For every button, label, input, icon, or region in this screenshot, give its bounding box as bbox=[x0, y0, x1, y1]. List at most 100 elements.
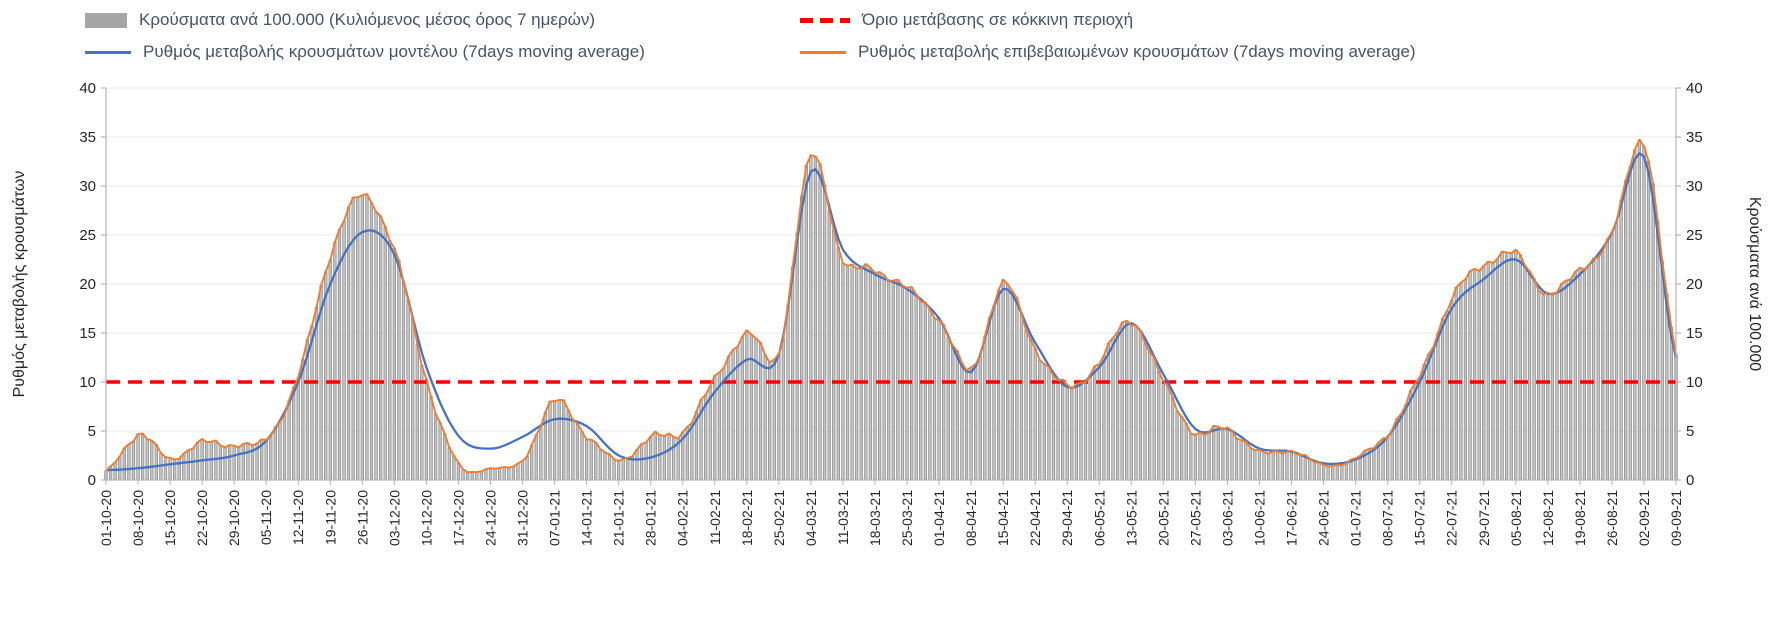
daily-case-bar bbox=[227, 444, 232, 481]
daily-case-bar bbox=[1152, 357, 1156, 481]
threshold-dash-swatch-icon bbox=[800, 17, 850, 23]
x-axis-tick-label: 12-08-21 bbox=[1540, 490, 1556, 546]
daily-case-bar bbox=[1578, 267, 1582, 481]
y-axis-right-tick-label: 0 bbox=[1686, 472, 1694, 489]
x-axis-tick-label: 31-12-20 bbox=[515, 490, 531, 546]
daily-case-bar bbox=[1202, 434, 1207, 481]
y-axis-right-tick-label: 35 bbox=[1686, 129, 1703, 146]
daily-case-bar bbox=[539, 426, 543, 481]
x-axis-tick-label: 06-05-21 bbox=[1091, 490, 1107, 546]
daily-case-bar bbox=[658, 434, 662, 481]
daily-case-bar bbox=[314, 306, 319, 481]
daily-case-bar bbox=[214, 440, 218, 481]
daily-case-bar bbox=[1138, 330, 1143, 481]
daily-case-bar bbox=[1225, 427, 1230, 481]
daily-case-bar bbox=[516, 462, 520, 481]
daily-case-bar bbox=[1331, 465, 1335, 481]
daily-case-bar bbox=[722, 367, 726, 481]
daily-case-bar bbox=[145, 438, 149, 481]
daily-case-bar bbox=[763, 354, 767, 481]
daily-case-bar bbox=[800, 195, 804, 481]
x-axis-tick-label: 03-06-21 bbox=[1219, 490, 1235, 546]
x-axis-tick-label: 18-02-21 bbox=[739, 490, 755, 546]
daily-case-bar bbox=[237, 447, 241, 481]
model-line-swatch-icon bbox=[85, 50, 131, 54]
x-axis-tick-label: 22-04-21 bbox=[1027, 490, 1043, 546]
daily-case-bar bbox=[1326, 466, 1330, 481]
daily-case-bar bbox=[1207, 432, 1211, 481]
daily-case-bar bbox=[1111, 337, 1115, 481]
daily-case-bar bbox=[1074, 383, 1079, 481]
daily-case-bar bbox=[1234, 438, 1239, 481]
daily-case-bar bbox=[278, 421, 282, 481]
legend-label-model-rate: Ρυθμός μεταβολής κρουσμάτων μοντέλου (7d… bbox=[143, 42, 645, 61]
confirmed-line-swatch-icon bbox=[800, 50, 846, 54]
daily-case-bar bbox=[937, 319, 941, 481]
y-axis-right-tick-label: 15 bbox=[1686, 325, 1703, 342]
daily-case-bar bbox=[447, 447, 451, 481]
daily-case-bar bbox=[168, 457, 172, 481]
x-axis-tick-label: 01-10-20 bbox=[98, 490, 114, 546]
daily-case-bar bbox=[1637, 139, 1642, 481]
daily-case-bar bbox=[575, 423, 580, 481]
daily-case-bar bbox=[1019, 312, 1024, 481]
daily-case-bar bbox=[1385, 437, 1390, 481]
y-axis-left-tick-label: 25 bbox=[79, 227, 96, 244]
daily-case-bar bbox=[1212, 425, 1216, 481]
daily-case-bar bbox=[571, 419, 575, 481]
daily-case-bar bbox=[1221, 429, 1225, 481]
daily-case-bar bbox=[1157, 370, 1161, 481]
daily-case-bar bbox=[292, 386, 296, 481]
legend-label-red-threshold: Όριο μετάβασης σε κόκκινη περιοχή bbox=[862, 10, 1134, 29]
daily-case-bar bbox=[502, 466, 506, 481]
daily-case-bar bbox=[488, 467, 493, 481]
daily-case-bar bbox=[859, 267, 863, 481]
daily-case-bar bbox=[1198, 432, 1202, 481]
x-axis-tick-label: 08-04-21 bbox=[963, 490, 979, 546]
daily-case-bar bbox=[511, 466, 516, 481]
x-axis-tick-label: 08-07-21 bbox=[1380, 490, 1396, 546]
x-axis-tick-label: 15-07-21 bbox=[1412, 490, 1428, 546]
x-axis-tick-label: 04-02-21 bbox=[675, 490, 691, 546]
daily-case-bar bbox=[1047, 366, 1051, 481]
daily-case-bar bbox=[1381, 437, 1385, 481]
daily-case-bar bbox=[182, 453, 186, 481]
daily-case-bar bbox=[1372, 447, 1376, 481]
daily-case-bar bbox=[1596, 257, 1600, 481]
daily-case-bar bbox=[1230, 430, 1234, 481]
daily-case-bar bbox=[1569, 279, 1573, 481]
daily-case-bar bbox=[241, 443, 245, 481]
daily-case-bar bbox=[1299, 454, 1303, 481]
daily-case-bar bbox=[154, 444, 159, 481]
daily-case-bar bbox=[113, 461, 117, 481]
x-axis-tick-label: 01-07-21 bbox=[1348, 490, 1364, 546]
daily-case-bar bbox=[635, 449, 639, 481]
daily-case-bar bbox=[690, 423, 694, 481]
daily-case-bar bbox=[415, 343, 419, 481]
daily-case-bar bbox=[928, 308, 932, 481]
daily-case-bar bbox=[740, 336, 744, 481]
line-series bbox=[105, 138, 1678, 474]
daily-case-bar bbox=[507, 467, 511, 481]
daily-case-bar bbox=[273, 426, 278, 481]
daily-case-bar bbox=[429, 396, 433, 481]
daily-case-bar bbox=[1408, 390, 1413, 481]
daily-case-bar bbox=[827, 210, 831, 481]
daily-case-bar bbox=[1399, 413, 1404, 481]
daily-case-bar bbox=[1509, 252, 1513, 481]
daily-case-bar bbox=[1395, 418, 1399, 481]
daily-case-bar bbox=[864, 263, 868, 481]
y-axis-left-tick-label: 20 bbox=[79, 276, 96, 293]
daily-case-bar bbox=[406, 299, 410, 481]
daily-case-bar bbox=[1532, 278, 1536, 481]
y-axis-left-tick-label: 10 bbox=[79, 374, 96, 391]
daily-case-bar bbox=[218, 444, 223, 481]
daily-case-bar bbox=[951, 345, 955, 481]
daily-case-bar bbox=[191, 448, 195, 481]
daily-case-bar bbox=[1482, 265, 1486, 481]
x-axis-tick-label: 22-10-20 bbox=[194, 490, 210, 546]
right-axis-title: Κρούσματα ανά 100.000 bbox=[1746, 197, 1763, 371]
daily-case-bar bbox=[882, 274, 886, 481]
daily-case-bar bbox=[1276, 450, 1280, 481]
